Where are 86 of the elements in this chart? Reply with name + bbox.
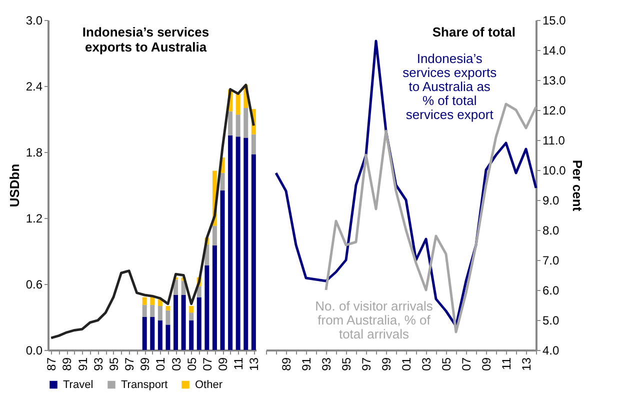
bar [236,114,240,137]
y-tick-label: 1.2 [26,212,43,226]
bar [212,226,217,246]
x-tick-label: 93 [91,357,106,371]
x-tick-label: 89 [60,357,74,371]
x-tick-label: 91 [300,357,314,371]
y2-tick-label: 5.0 [542,314,560,328]
x-tick-label: 97 [122,357,137,371]
x-tick-label: 93 [320,357,334,371]
bar [220,172,225,190]
bar [189,306,194,313]
bar [189,312,194,320]
bar [244,108,248,138]
x-tick-label: 09 [216,357,230,371]
bar [251,154,256,350]
x-tick-label: 09 [480,357,494,371]
bar [220,190,225,350]
bar [212,246,217,350]
x-tick-label: 87 [44,357,59,371]
x-tick-label: 01 [400,357,414,371]
x-tick-label: 07 [200,357,214,371]
x-tick-label: 11 [500,357,514,370]
y2-tick-label: 11.0 [542,134,566,148]
y2-tick-label: 4.0 [542,344,560,358]
x-tick-label: 91 [76,357,90,371]
bar [244,138,248,350]
x-tick-label: 95 [340,357,354,371]
bar [142,297,147,305]
bar [228,136,233,350]
bar [150,297,155,305]
y-tick-label: 2.4 [26,80,43,94]
x-tick-label: 89 [280,357,294,371]
y-tick-label: 1.8 [26,146,43,160]
x-tick-label: 99 [380,357,394,371]
bar [251,134,256,154]
legend-label: Other [195,378,223,391]
legend-label: Travel [63,378,94,391]
bar [236,94,240,115]
x-tick-label: 03 [169,357,184,371]
bar [158,320,162,350]
y-tick-label: 0.0 [26,344,43,358]
bar [174,295,178,350]
x-tick-label: 07 [460,357,474,371]
y2-axis-title: Per cent [570,160,585,212]
y2-tick-label: 14.0 [542,44,566,58]
x-tick-label: 97 [360,357,374,371]
y2-tick-label: 8.0 [542,224,560,238]
bar [166,306,170,310]
y2-tick-label: 7.0 [542,254,560,268]
y2-tick-label: 6.0 [542,284,560,298]
y2-tick-label: 15.0 [542,14,566,28]
bar [142,317,147,350]
series-label: No. of visitor arrivals from Australia, % of total arrivals [315,298,434,342]
x-tick-label: 99 [138,357,152,371]
bar [166,324,170,350]
line-series [50,84,255,340]
y2-tick-label: 9.0 [542,194,560,208]
bar [189,320,194,350]
x-tick-label: 11 [232,357,246,370]
y-axis-title: USDbn [6,164,22,208]
bar [236,136,240,350]
text: Indonesia’s services exports to Australia [82,24,210,55]
x-tick-label: 05 [440,357,454,371]
bar [150,304,155,317]
y2-tick-label: 13.0 [542,74,566,88]
bar [204,265,210,350]
x-tick-label: 05 [184,357,199,371]
y2-tick-label: 12.0 [542,104,566,118]
x-tick-label: 13 [520,357,534,371]
y2-tick-label: 10.0 [542,164,566,178]
x-tick-label: 95 [106,357,121,371]
bar [142,304,147,317]
bar [166,310,170,325]
chart-title: Share of total [432,24,516,40]
x-tick-label: 01 [154,357,168,371]
y-tick-label: 3.0 [26,14,43,28]
series-label: Indonesia’s services exports to Australia as % of total services export [402,51,498,122]
legend-label: Transport [121,378,168,391]
bar [196,297,202,350]
x-tick-label: 03 [420,357,434,371]
bar [181,295,186,350]
y-tick-label: 0.6 [26,278,43,292]
bar [228,111,233,136]
x-tick-label: 13 [247,357,262,371]
bar [158,306,162,320]
bar [150,317,155,350]
